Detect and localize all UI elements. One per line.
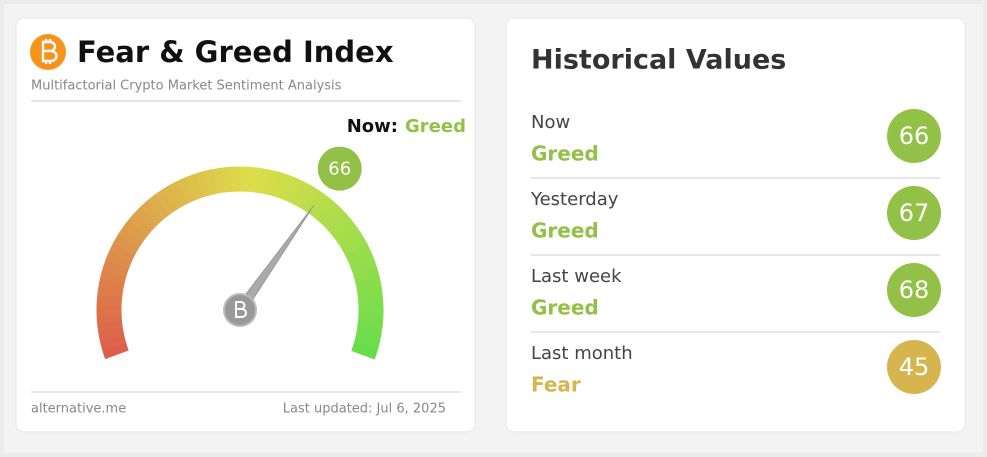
history-list: Now Greed 66 Yesterday Greed 67 Last week Greed…	[530, 109, 941, 397]
gauge-arc	[212, 167, 226, 194]
bitcoin-icon	[30, 34, 66, 70]
gauge-arc	[327, 213, 353, 237]
gauge-arc	[337, 227, 363, 249]
value-circle	[887, 186, 941, 240]
now-class: Greed	[405, 116, 466, 137]
value-circle	[887, 263, 941, 317]
gauge-arc	[97, 320, 123, 333]
gauge-arc	[344, 243, 372, 263]
gauge-arc	[357, 295, 384, 307]
row-value: 67	[899, 199, 930, 227]
gauge-arc	[203, 169, 218, 196]
subtitle: Multifactorial Crypto Market Sentiment A…	[31, 79, 342, 94]
gauge-arc	[291, 180, 311, 207]
gauge-arc	[105, 251, 132, 269]
value-circle	[887, 340, 941, 394]
gauge-arc	[147, 194, 170, 220]
gauge-arc	[112, 234, 140, 256]
gauge-arc	[297, 184, 319, 211]
gauge-arc	[348, 251, 375, 270]
gauge-arc	[96, 312, 123, 324]
right-card	[505, 17, 966, 433]
gauge-arc	[269, 171, 286, 198]
gauge-arc	[154, 189, 176, 216]
row-class: Greed	[531, 219, 599, 243]
gauge-arc	[161, 184, 183, 211]
row-class: Fear	[531, 373, 581, 397]
gauge-arc	[351, 260, 378, 277]
gauge-arc	[310, 194, 334, 220]
history-title: Historical Values	[531, 45, 786, 76]
gauge-arc	[332, 220, 358, 243]
row-value: 45	[899, 353, 930, 381]
row-value: 66	[899, 122, 930, 150]
row-label: Last month	[531, 343, 633, 364]
gauge-arc	[357, 313, 384, 324]
gauge-arc	[356, 286, 383, 299]
gauge-arc	[133, 206, 159, 231]
gauge-arc	[304, 189, 327, 216]
gauge-arc	[127, 213, 153, 237]
gauge-arc	[97, 286, 124, 299]
row-label: Last week	[531, 266, 622, 287]
row-label: Yesterday	[530, 189, 619, 210]
gauge-arc	[277, 173, 295, 201]
gauge-arc	[99, 335, 127, 351]
gauge-arc	[98, 328, 125, 342]
gauge-arc	[316, 200, 341, 226]
gauge-arc	[100, 268, 127, 284]
value-circle	[887, 109, 941, 163]
footer-updated: Last updated: Jul 6, 2025	[283, 402, 446, 417]
gauge: 66	[96, 146, 384, 360]
gauge-arc	[247, 166, 259, 193]
gauge-arc	[186, 173, 204, 201]
gauge-arc	[98, 277, 125, 291]
gauge-arc	[322, 206, 347, 231]
row-class: Greed	[531, 142, 599, 166]
gauge-arc	[351, 343, 378, 360]
gauge-arc	[117, 227, 144, 249]
gauge-arc	[221, 166, 233, 193]
gauge-arc	[284, 176, 303, 204]
gauge-arc	[177, 176, 197, 204]
gauge-arc	[356, 320, 383, 333]
value-bubble	[317, 146, 362, 191]
gauge-arc	[96, 295, 123, 306]
row-class: Greed	[531, 296, 599, 320]
gauge-arc	[353, 268, 380, 284]
gauge-arc	[355, 277, 382, 292]
footer-source: alternative.me	[31, 402, 126, 417]
row-value: 68	[899, 276, 930, 304]
gauge-arc	[169, 180, 190, 207]
gauge-arc	[341, 235, 368, 256]
gauge-arc	[353, 335, 381, 351]
gauge-arc	[262, 169, 277, 196]
gauge-arc	[122, 219, 148, 243]
row-label: Now	[531, 112, 570, 133]
now-label: Now:	[347, 116, 398, 137]
gauge-arc	[102, 342, 129, 360]
title: Fear & Greed Index	[77, 35, 394, 69]
gauge-arc	[102, 259, 130, 277]
gauge-arc	[255, 167, 268, 194]
gauge-arc	[355, 328, 382, 342]
gauge-arc	[140, 200, 164, 225]
gauge-arc	[194, 171, 211, 198]
value-text: 66	[328, 159, 351, 180]
hub-icon	[235, 301, 247, 318]
gauge-arc	[108, 242, 136, 262]
